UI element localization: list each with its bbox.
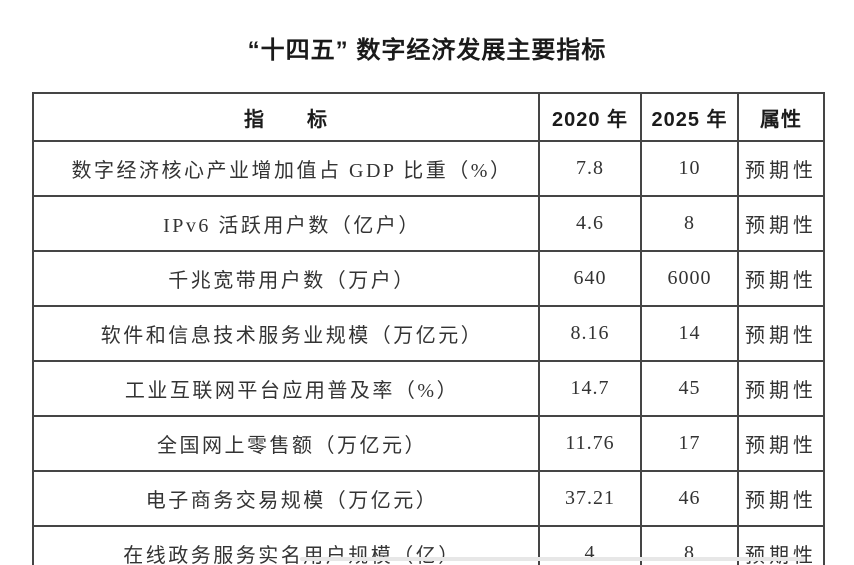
indicator-cell: IPv6 活跃用户数（亿户） bbox=[32, 195, 540, 252]
header-cell-2020: 2020 年 bbox=[538, 92, 642, 142]
value-2025-cell: 46 bbox=[640, 470, 739, 527]
table-row: 全国网上零售额（万亿元） 11.76 17 预期性 bbox=[32, 415, 825, 472]
value-2025-cell: 45 bbox=[640, 360, 739, 417]
attribute-cell: 预期性 bbox=[737, 140, 825, 197]
value-2020-cell: 7.8 bbox=[538, 140, 642, 197]
table-row: 软件和信息技术服务业规模（万亿元） 8.16 14 预期性 bbox=[32, 305, 825, 362]
attribute-cell: 预期性 bbox=[737, 360, 825, 417]
table-row: 工业互联网平台应用普及率（%） 14.7 45 预期性 bbox=[32, 360, 825, 417]
indicator-cell: 千兆宽带用户数（万户） bbox=[32, 250, 540, 307]
table-row: 数字经济核心产业增加值占 GDP 比重（%） 7.8 10 预期性 bbox=[32, 140, 825, 197]
header-cell-attr: 属性 bbox=[737, 92, 825, 142]
indicator-cell: 工业互联网平台应用普及率（%） bbox=[32, 360, 540, 417]
value-2025-cell: 8 bbox=[640, 195, 739, 252]
attribute-cell: 预期性 bbox=[737, 305, 825, 362]
table-row: 电子商务交易规模（万亿元） 37.21 46 预期性 bbox=[32, 470, 825, 527]
value-2025-cell: 14 bbox=[640, 305, 739, 362]
attribute-cell: 预期性 bbox=[737, 195, 825, 252]
value-2020-cell: 14.7 bbox=[538, 360, 642, 417]
value-2020-cell: 8.16 bbox=[538, 305, 642, 362]
attribute-cell: 预期性 bbox=[737, 415, 825, 472]
value-2025-cell: 17 bbox=[640, 415, 739, 472]
table-header-row: 指 标 2020 年 2025 年 属性 bbox=[32, 92, 825, 142]
value-2020-cell: 4.6 bbox=[538, 195, 642, 252]
attribute-cell: 预期性 bbox=[737, 470, 825, 527]
indicator-cell: 全国网上零售额（万亿元） bbox=[32, 415, 540, 472]
scan-shadow-artifact bbox=[300, 557, 805, 561]
indicator-cell: 数字经济核心产业增加值占 GDP 比重（%） bbox=[32, 140, 540, 197]
value-2025-cell: 10 bbox=[640, 140, 739, 197]
indicator-cell: 电子商务交易规模（万亿元） bbox=[32, 470, 540, 527]
value-2020-cell: 11.76 bbox=[538, 415, 642, 472]
value-2025-cell: 6000 bbox=[640, 250, 739, 307]
table-row: 千兆宽带用户数（万户） 640 6000 预期性 bbox=[32, 250, 825, 307]
indicator-cell: 软件和信息技术服务业规模（万亿元） bbox=[32, 305, 540, 362]
header-cell-indicator: 指 标 bbox=[32, 92, 540, 142]
attribute-cell: 预期性 bbox=[737, 250, 825, 307]
header-cell-2025: 2025 年 bbox=[640, 92, 739, 142]
page-title: “十四五” 数字经济发展主要指标 bbox=[247, 37, 607, 64]
indicators-table: 指 标 2020 年 2025 年 属性 数字经济核心产业增加值占 GDP 比重… bbox=[32, 92, 825, 565]
value-2020-cell: 37.21 bbox=[538, 470, 642, 527]
table-row: IPv6 活跃用户数（亿户） 4.6 8 预期性 bbox=[32, 195, 825, 252]
value-2020-cell: 640 bbox=[538, 250, 642, 307]
